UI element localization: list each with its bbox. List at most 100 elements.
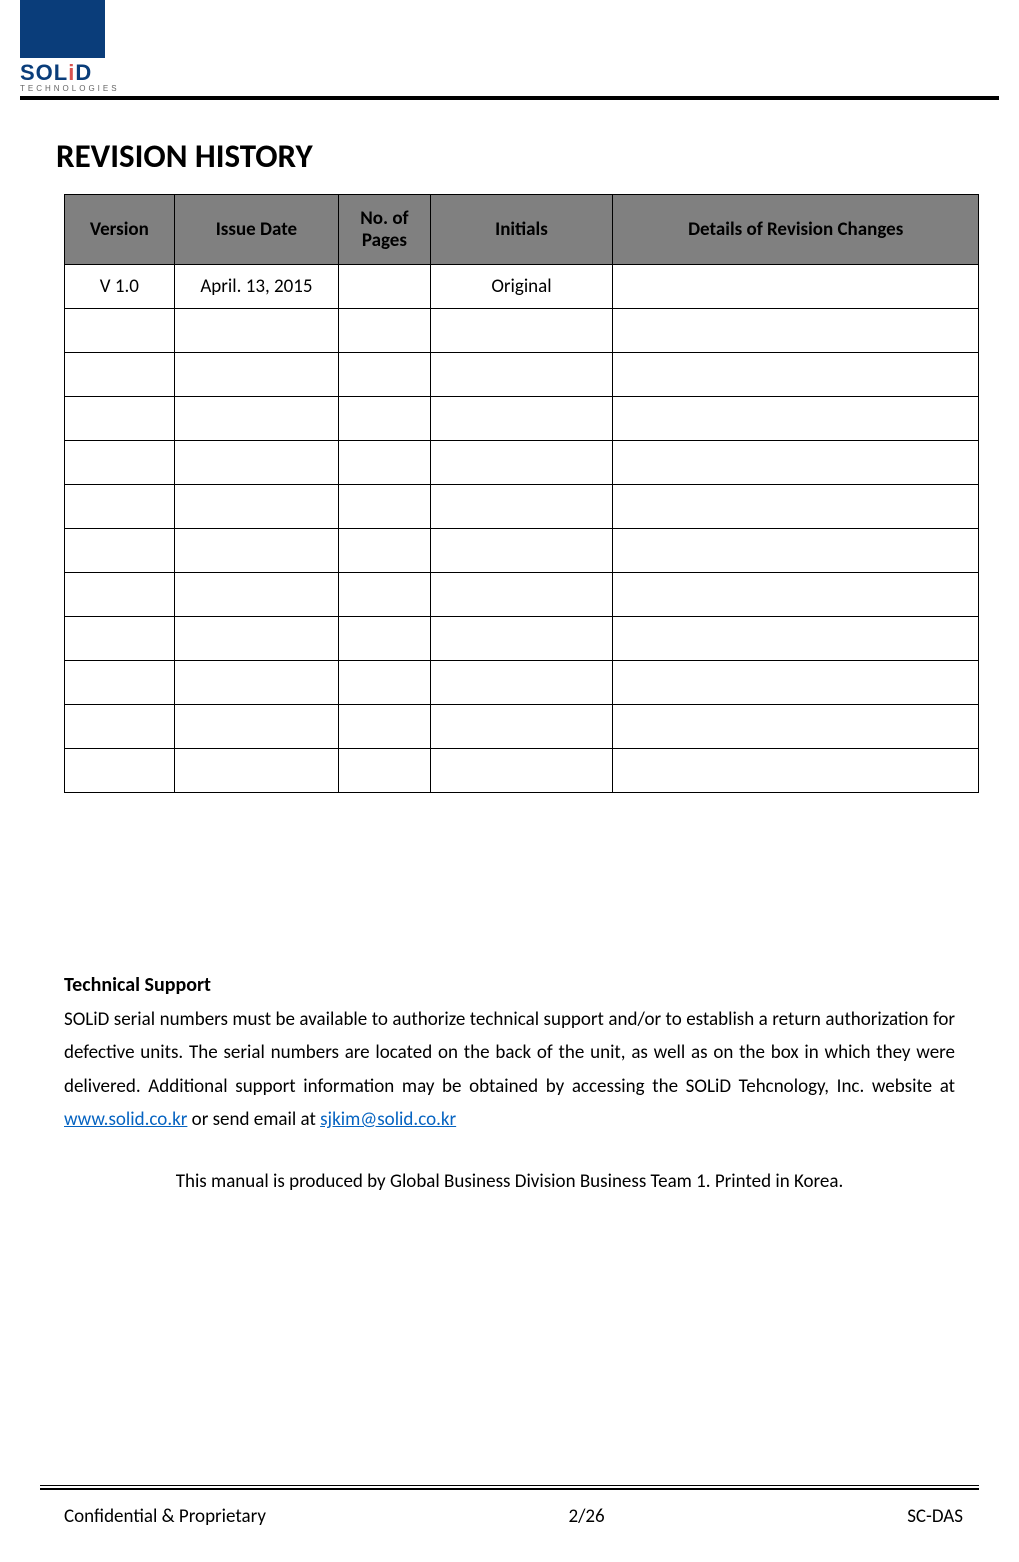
cell-version: V 1.0 — [65, 265, 175, 309]
cell-issue_date — [174, 309, 339, 353]
footer-right: SC-DAS — [907, 1505, 963, 1528]
cell-initials — [430, 309, 613, 353]
cell-details — [613, 485, 979, 529]
cell-pages — [339, 397, 430, 441]
table-row — [65, 529, 979, 573]
logo: SOLiD TECHNOLOGIES — [20, 0, 105, 93]
logo-subtext: TECHNOLOGIES — [20, 84, 105, 93]
footer-rule — [40, 1485, 979, 1490]
cell-pages — [339, 617, 430, 661]
page-footer: Confidential & Proprietary 2/26 SC-DAS — [64, 1505, 963, 1528]
cell-issue_date — [174, 617, 339, 661]
cell-issue_date — [174, 485, 339, 529]
table-row — [65, 749, 979, 793]
logo-block — [20, 0, 105, 58]
table-row — [65, 705, 979, 749]
table-row — [65, 441, 979, 485]
cell-details — [613, 529, 979, 573]
footer-left: Confidential & Proprietary — [64, 1505, 266, 1528]
cell-pages — [339, 309, 430, 353]
table-header-row: Version Issue Date No. of Pages Initials… — [65, 195, 979, 265]
cell-issue_date — [174, 529, 339, 573]
cell-pages — [339, 265, 430, 309]
cell-initials — [430, 485, 613, 529]
logo-text-end: D — [75, 60, 92, 85]
th-initials: Initials — [430, 195, 613, 265]
tech-body-pre: SOLiD serial numbers must be available t… — [64, 1008, 955, 1098]
cell-version — [65, 573, 175, 617]
table-row: V 1.0April. 13, 2015 Original — [65, 265, 979, 309]
cell-details — [613, 353, 979, 397]
cell-issue_date — [174, 705, 339, 749]
cell-issue_date — [174, 441, 339, 485]
table-row — [65, 353, 979, 397]
cell-issue_date: April. 13, 2015 — [174, 265, 339, 309]
cell-initials — [430, 749, 613, 793]
page-title: REVISION HISTORY — [56, 136, 979, 176]
cell-issue_date — [174, 397, 339, 441]
cell-version — [65, 617, 175, 661]
table-row — [65, 397, 979, 441]
th-version: Version — [65, 195, 175, 265]
cell-initials — [430, 441, 613, 485]
tech-support-body: SOLiD serial numbers must be available t… — [64, 1003, 955, 1136]
technical-support-section: Technical Support SOLiD serial numbers m… — [64, 973, 979, 1193]
cell-initials — [430, 529, 613, 573]
cell-issue_date — [174, 749, 339, 793]
cell-initials — [430, 661, 613, 705]
cell-issue_date — [174, 353, 339, 397]
cell-initials — [430, 617, 613, 661]
cell-version — [65, 529, 175, 573]
cell-pages — [339, 705, 430, 749]
table-row — [65, 485, 979, 529]
cell-initials — [430, 397, 613, 441]
table-row — [65, 573, 979, 617]
cell-version — [65, 661, 175, 705]
produced-by: This manual is produced by Global Busine… — [64, 1170, 955, 1193]
page-content: REVISION HISTORY Version Issue Date No. … — [0, 100, 1019, 1193]
cell-details — [613, 265, 979, 309]
cell-issue_date — [174, 661, 339, 705]
cell-initials — [430, 573, 613, 617]
cell-version — [65, 397, 175, 441]
cell-details — [613, 441, 979, 485]
cell-pages — [339, 353, 430, 397]
cell-details — [613, 309, 979, 353]
cell-pages — [339, 749, 430, 793]
cell-details — [613, 705, 979, 749]
logo-text-main: SOL — [20, 60, 68, 85]
cell-version — [65, 353, 175, 397]
cell-initials: Original — [430, 265, 613, 309]
cell-pages — [339, 529, 430, 573]
footer-center: 2/26 — [568, 1505, 604, 1528]
tech-body-mid: or send email at — [187, 1108, 320, 1131]
table-row — [65, 309, 979, 353]
cell-version — [65, 705, 175, 749]
email-link[interactable]: sjkim@solid.co.kr — [320, 1108, 456, 1131]
th-details: Details of Revision Changes — [613, 195, 979, 265]
cell-version — [65, 749, 175, 793]
page-header: SOLiD TECHNOLOGIES — [20, 0, 999, 100]
cell-details — [613, 661, 979, 705]
cell-issue_date — [174, 573, 339, 617]
table-row — [65, 661, 979, 705]
cell-initials — [430, 705, 613, 749]
cell-version — [65, 485, 175, 529]
th-issue-date: Issue Date — [174, 195, 339, 265]
revision-table: Version Issue Date No. of Pages Initials… — [64, 194, 979, 793]
cell-pages — [339, 441, 430, 485]
cell-pages — [339, 485, 430, 529]
tech-support-heading: Technical Support — [64, 973, 955, 997]
table-row — [65, 617, 979, 661]
spacer — [64, 793, 979, 973]
website-link[interactable]: www.solid.co.kr — [64, 1108, 187, 1131]
logo-wordmark: SOLiD — [20, 60, 105, 86]
cell-version — [65, 309, 175, 353]
cell-pages — [339, 573, 430, 617]
cell-details — [613, 749, 979, 793]
th-pages: No. of Pages — [339, 195, 430, 265]
cell-version — [65, 441, 175, 485]
cell-details — [613, 617, 979, 661]
cell-pages — [339, 661, 430, 705]
cell-details — [613, 573, 979, 617]
